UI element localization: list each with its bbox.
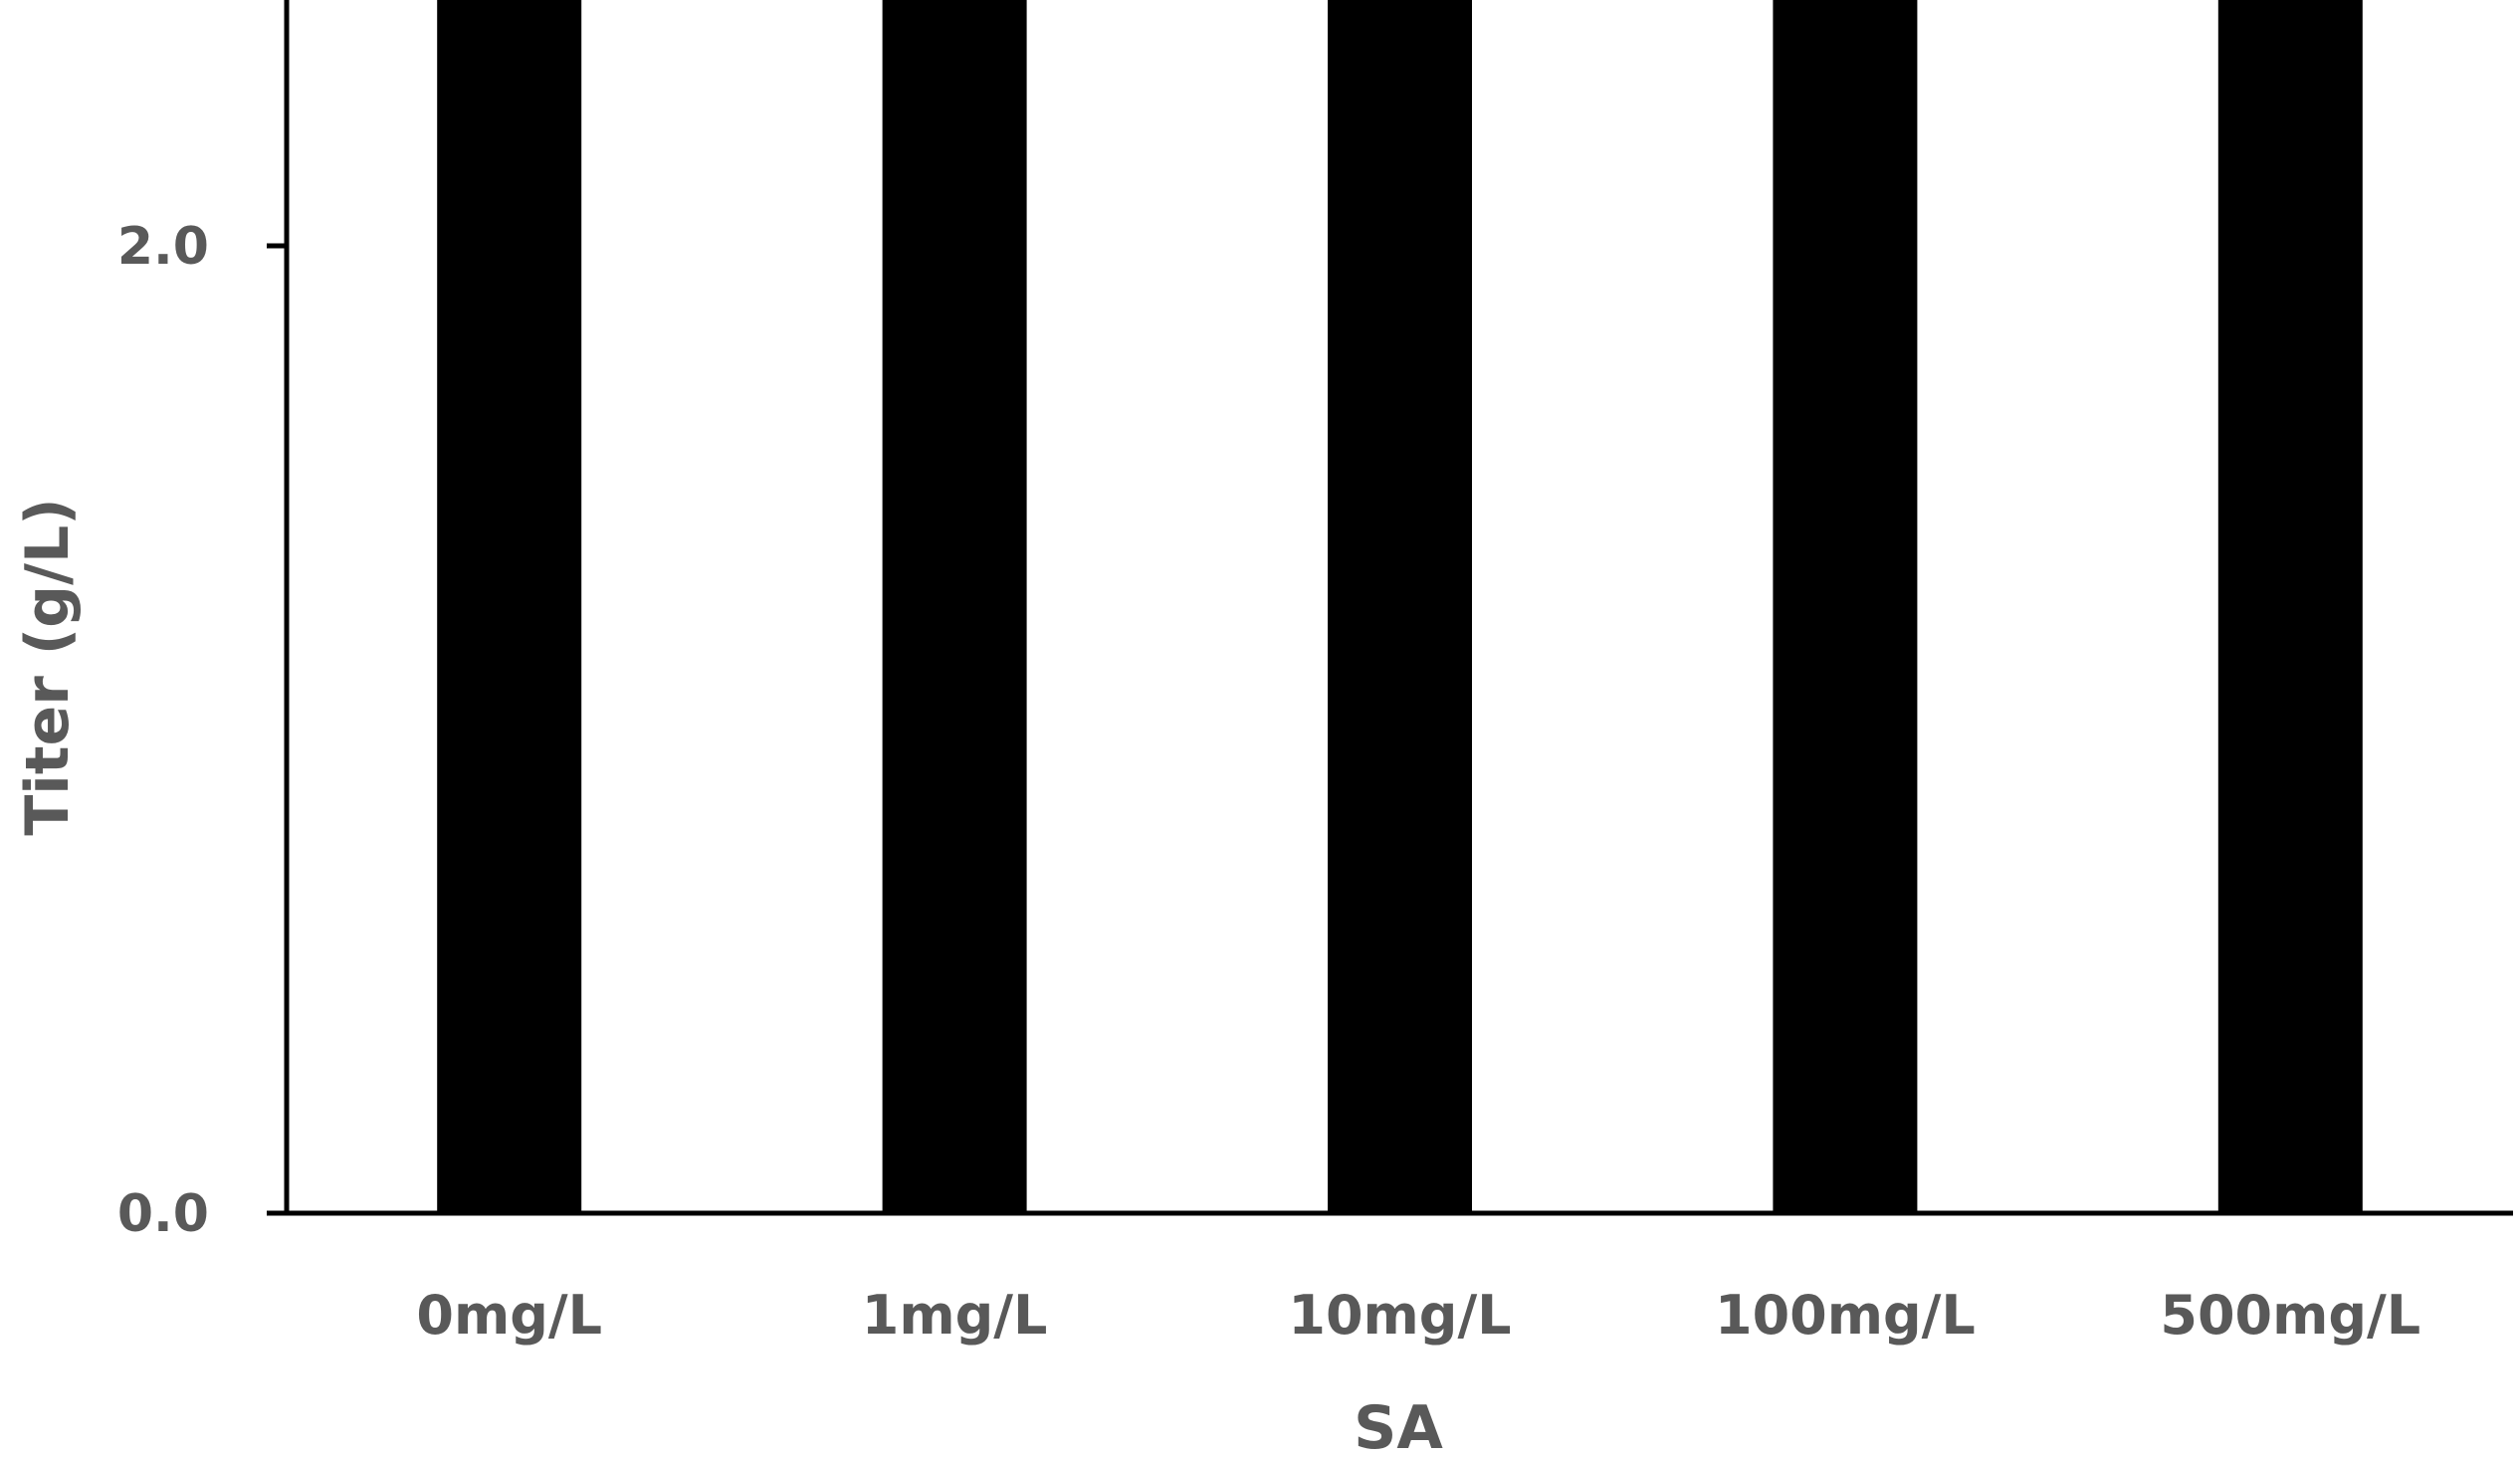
bar-2 — [1328, 0, 1472, 1214]
labels-layer: 0mg/L1mg/L10mg/L*100mg/L*500mg/L0.02.04.… — [117, 217, 2420, 1347]
axes-layer — [267, 0, 2513, 1216]
bars-layer — [437, 0, 2363, 1214]
bar-3 — [1773, 0, 1918, 1213]
y-tick-label-1: 2.0 — [117, 217, 209, 277]
bar-0 — [437, 0, 582, 1214]
x-tick-label-3: 100mg/L — [1715, 1284, 1976, 1347]
y-tick-label-0: 0.0 — [117, 1184, 209, 1244]
x-tick-label-1: 1mg/L — [862, 1284, 1048, 1347]
bar-4 — [2217, 0, 2363, 1213]
x-tick-label-2: 10mg/L — [1288, 1284, 1511, 1347]
y-axis-title: Titer (g/L) — [13, 498, 83, 835]
x-tick-label-4: 500mg/L — [2160, 1284, 2420, 1347]
x-tick-label-0: 0mg/L — [416, 1284, 602, 1347]
x-axis-title: SA — [1354, 1393, 1443, 1458]
bar-1 — [882, 0, 1027, 1214]
